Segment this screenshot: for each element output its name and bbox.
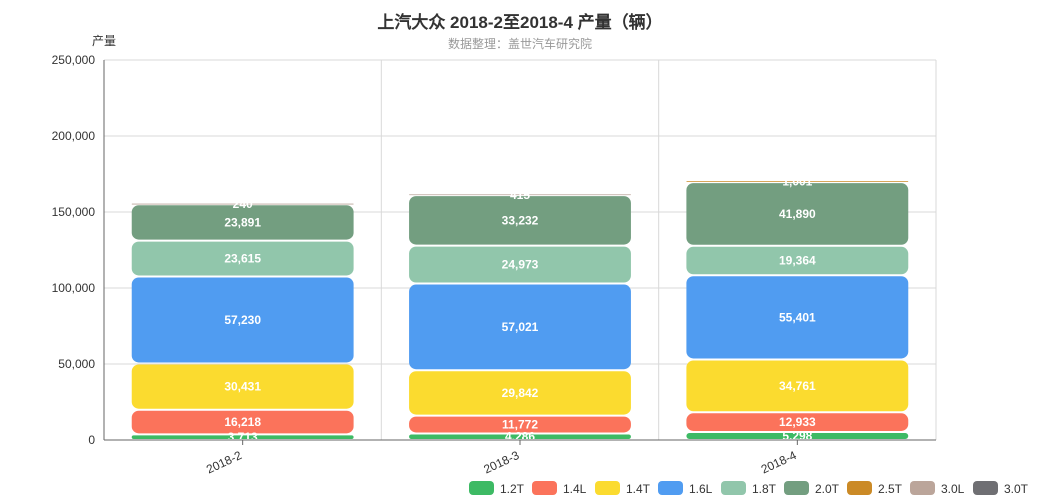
bar-segment-1.6L-2018-3[interactable]	[409, 284, 631, 370]
legend-swatch	[847, 481, 872, 495]
chart-title: 上汽大众 2018-2至2018-4 产量（辆）	[377, 13, 663, 32]
bar-segment-1.4T-2018-2[interactable]	[131, 364, 354, 409]
data-label: 55,401	[779, 310, 816, 324]
bar-segment-1.6L-2018-2[interactable]	[131, 277, 354, 363]
x-tick-label: 2018-3	[481, 448, 521, 477]
legend-item-1.4T[interactable]: 1.4T	[595, 481, 651, 496]
bar-segment-1.6L-2018-4[interactable]	[686, 276, 909, 359]
bar-segment-1.2T-2018-2[interactable]	[131, 435, 354, 439]
legend[interactable]: 1.2T 1.4L 1.4T 1.6L 1.8T 2.0T 2.5T 3.0L 3.0T	[469, 481, 1029, 496]
x-tick-label: 2018-2	[204, 448, 244, 477]
bar-segment-1.8T-2018-3[interactable]	[409, 246, 631, 283]
legend-swatch	[532, 481, 557, 495]
bar-segment-2.5T-2018-4[interactable]	[686, 180, 909, 182]
data-label: 57,230	[224, 313, 261, 327]
bar-segment-2.0T-2018-3[interactable]	[409, 196, 631, 245]
data-label: 415	[510, 188, 530, 202]
legend-label: 1.8T	[752, 482, 777, 496]
bar-segment-1.2T-2018-3[interactable]	[409, 434, 631, 439]
data-label: 1,001	[782, 174, 812, 188]
data-label: 23,891	[224, 215, 261, 229]
bar-segment-1.4L-2018-4[interactable]	[686, 413, 909, 431]
data-label: 5,298	[782, 429, 812, 443]
legend-label: 2.0T	[815, 482, 840, 496]
legend-swatch	[910, 481, 935, 495]
data-label: 3,713	[228, 430, 258, 444]
data-label: 29,842	[502, 386, 539, 400]
data-label: 57,021	[502, 320, 539, 334]
data-label: 11,772	[502, 418, 538, 432]
legend-swatch	[784, 481, 809, 495]
data-label: 34,761	[779, 379, 816, 393]
legend-label: 1.2T	[500, 482, 525, 496]
x-tick-label: 2018-4	[759, 448, 799, 477]
legend-item-2.0T[interactable]: 2.0T	[784, 481, 840, 496]
legend-swatch	[469, 481, 494, 495]
legend-label: 3.0T	[1004, 482, 1029, 496]
data-label: 19,364	[779, 254, 816, 268]
data-label: 30,431	[224, 380, 261, 394]
legend-label: 2.5T	[878, 482, 903, 496]
data-label: 24,973	[502, 258, 539, 272]
legend-item-3.0T[interactable]: 3.0T	[973, 481, 1029, 496]
data-label: 12,933	[779, 415, 816, 429]
y-tick-label: 100,000	[52, 281, 96, 295]
data-label: 16,218	[224, 415, 261, 429]
data-label: 41,890	[779, 207, 816, 221]
legend-item-3.0L[interactable]: 3.0L	[910, 481, 965, 496]
legend-swatch	[721, 481, 746, 495]
legend-swatch	[973, 481, 998, 495]
bar-segment-1.4T-2018-4[interactable]	[686, 360, 909, 412]
y-tick-label: 200,000	[52, 129, 96, 143]
legend-item-1.4L[interactable]: 1.4L	[532, 481, 587, 496]
bar-segment-1.8T-2018-2[interactable]	[131, 241, 354, 276]
legend-item-2.5T[interactable]: 2.5T	[847, 481, 903, 496]
legend-item-1.6L[interactable]: 1.6L	[658, 481, 713, 496]
legend-swatch	[658, 481, 683, 495]
legend-label: 1.4T	[626, 482, 651, 496]
chart-subtitle: 数据整理：盖世汽车研究院	[447, 37, 592, 51]
y-axis-label: 产量	[92, 34, 116, 48]
bar-segment-3.0L-2018-2[interactable]	[131, 203, 354, 205]
y-tick-label: 150,000	[52, 205, 96, 219]
bar-segment-2.0T-2018-4[interactable]	[686, 183, 909, 245]
legend-swatch	[595, 481, 620, 495]
legend-label: 1.4L	[563, 482, 587, 496]
legend-item-1.2T[interactable]: 1.2T	[469, 481, 525, 496]
data-label: 240	[233, 197, 253, 211]
legend-item-1.8T[interactable]: 1.8T	[721, 481, 777, 496]
legend-label: 1.6L	[689, 482, 713, 496]
bar-segment-2.0T-2018-2[interactable]	[131, 205, 354, 240]
legend-label: 3.0L	[941, 482, 965, 496]
y-tick-label: 50,000	[58, 357, 95, 371]
bar-segment-1.4T-2018-3[interactable]	[409, 371, 631, 415]
bar-segment-1.2T-2018-4[interactable]	[686, 432, 909, 439]
bar-segment-1.4L-2018-2[interactable]	[131, 410, 354, 434]
data-label: 33,232	[502, 213, 539, 227]
bars: 3,71316,21830,43157,23023,61523,8912404,…	[131, 174, 909, 444]
y-tick-label: 0	[88, 433, 95, 447]
bar-segment-3.0L-2018-3[interactable]	[409, 194, 631, 196]
bar-segment-1.4L-2018-3[interactable]	[409, 416, 631, 433]
bar-segment-1.8T-2018-4[interactable]	[686, 246, 909, 275]
y-tick-label: 250,000	[52, 53, 96, 67]
data-label: 23,615	[224, 252, 261, 266]
